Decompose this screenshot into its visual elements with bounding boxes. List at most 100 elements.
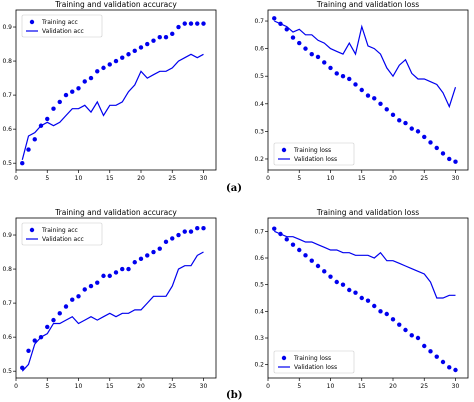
training-point bbox=[409, 333, 414, 338]
training-point bbox=[45, 116, 50, 122]
x-tick-label: 0 bbox=[14, 175, 18, 182]
x-tick-label: 0 bbox=[266, 175, 270, 182]
training-point bbox=[365, 298, 371, 303]
training-point bbox=[51, 106, 56, 111]
training-point bbox=[340, 74, 346, 79]
axes-frame bbox=[267, 9, 469, 171]
training-point bbox=[163, 239, 169, 245]
training-point bbox=[378, 309, 383, 314]
training-point bbox=[415, 129, 421, 134]
panel-label-a: (a) bbox=[226, 183, 242, 194]
legend-label: Training loss bbox=[293, 147, 331, 154]
x-tick-label: 15 bbox=[358, 175, 366, 182]
x-tick-label: 5 bbox=[297, 175, 301, 182]
training-point bbox=[120, 266, 125, 272]
training-point bbox=[409, 126, 414, 131]
validation-line bbox=[274, 230, 456, 299]
validation-line bbox=[274, 20, 457, 109]
training-point bbox=[428, 140, 433, 145]
training-point bbox=[353, 82, 358, 87]
x-tick-label: 30 bbox=[452, 383, 460, 390]
training-point bbox=[176, 24, 181, 30]
training-point bbox=[20, 365, 25, 370]
training-point bbox=[70, 89, 75, 94]
training-point bbox=[440, 151, 446, 156]
training-point bbox=[151, 38, 156, 43]
training-point bbox=[201, 21, 206, 26]
training-point bbox=[157, 35, 162, 40]
legend-label: Validation acc bbox=[42, 236, 84, 243]
training-point bbox=[384, 311, 389, 317]
legend-box bbox=[21, 222, 103, 246]
x-tick-label: 25 bbox=[168, 175, 176, 182]
x-tick-label: 10 bbox=[327, 383, 335, 390]
x-tick-label: 5 bbox=[297, 383, 301, 390]
y-tick-label: 0.4 bbox=[254, 101, 264, 108]
training-point bbox=[372, 303, 377, 309]
legend-box bbox=[273, 142, 355, 166]
training-point bbox=[378, 101, 383, 106]
chart-title: Training and validation accuracy bbox=[54, 0, 177, 9]
training-point bbox=[322, 269, 327, 274]
y-tick-label: 0.2 bbox=[254, 156, 264, 163]
training-point bbox=[453, 159, 458, 164]
training-point bbox=[57, 99, 62, 105]
training-point bbox=[82, 287, 87, 292]
training-point bbox=[88, 283, 94, 289]
training-point bbox=[138, 45, 144, 50]
x-tick-label: 0 bbox=[266, 383, 270, 390]
training-point bbox=[434, 145, 439, 151]
training-point bbox=[126, 52, 131, 57]
training-point bbox=[353, 290, 358, 295]
training-point bbox=[303, 46, 308, 51]
x-tick-label: 10 bbox=[75, 175, 83, 182]
training-point bbox=[163, 35, 169, 40]
chart-4: Training and validation loss 0 5 10 15 20 25 30… bbox=[254, 208, 469, 390]
validation-line bbox=[21, 53, 204, 160]
y-tick-label: 0.7 bbox=[254, 228, 264, 235]
training-point bbox=[434, 354, 439, 359]
training-point bbox=[195, 21, 200, 26]
x-tick-label: 5 bbox=[45, 383, 49, 390]
chart-title: Training and validation loss bbox=[316, 0, 419, 9]
y-tick-label: 0.8 bbox=[2, 58, 12, 65]
training-point bbox=[113, 270, 119, 275]
y-tick-label: 0.8 bbox=[2, 266, 12, 273]
training-point bbox=[176, 232, 181, 238]
training-point bbox=[170, 31, 175, 37]
y-tick-label: 0.7 bbox=[2, 92, 12, 99]
training-point bbox=[284, 237, 289, 242]
y-tick-label: 0.3 bbox=[254, 335, 264, 342]
training-point bbox=[328, 65, 333, 71]
training-point bbox=[334, 279, 339, 285]
training-point bbox=[309, 258, 314, 263]
training-point bbox=[347, 76, 352, 82]
training-point bbox=[145, 253, 150, 258]
x-tick-label: 30 bbox=[200, 175, 208, 182]
y-tick-label: 0.4 bbox=[254, 308, 264, 315]
training-point bbox=[82, 79, 87, 84]
training-point bbox=[422, 134, 427, 140]
training-point bbox=[315, 54, 321, 60]
training-point bbox=[397, 118, 402, 123]
x-tick-label: 15 bbox=[358, 383, 366, 390]
y-tick-label: 0.5 bbox=[254, 73, 264, 80]
y-tick-label: 0.7 bbox=[2, 300, 12, 307]
x-tick-label: 25 bbox=[420, 383, 428, 390]
training-point bbox=[195, 226, 200, 231]
training-point bbox=[132, 48, 137, 54]
x-tick-label: 30 bbox=[200, 383, 208, 390]
x-tick-label: 25 bbox=[420, 175, 428, 182]
y-tick-label: 0.6 bbox=[254, 46, 264, 53]
validation-line bbox=[21, 251, 204, 372]
training-point bbox=[63, 92, 69, 98]
y-tick-label: 0.5 bbox=[2, 368, 12, 375]
training-point bbox=[170, 236, 175, 241]
training-point bbox=[157, 246, 162, 251]
training-point bbox=[272, 16, 277, 21]
y-tick-label: 0.9 bbox=[2, 24, 12, 31]
training-point bbox=[57, 311, 62, 316]
chart-title: Training and validation accuracy bbox=[54, 208, 177, 217]
training-point bbox=[303, 253, 308, 258]
axes-frame bbox=[15, 9, 217, 171]
